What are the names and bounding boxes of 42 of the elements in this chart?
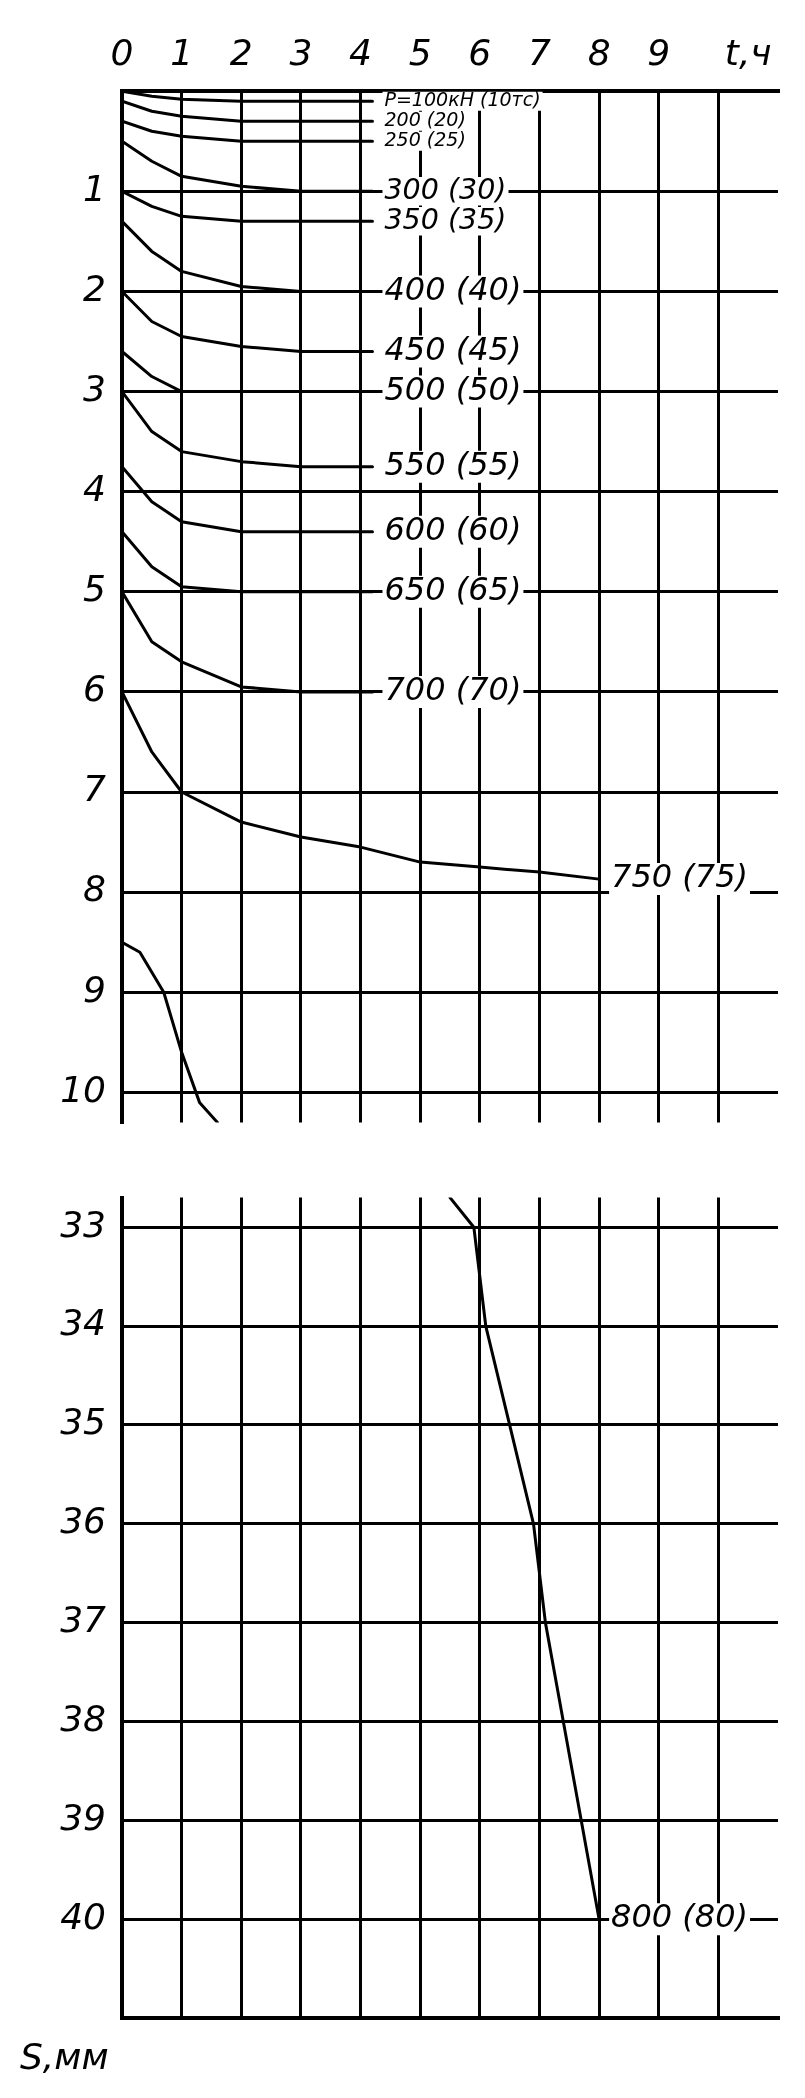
y-tick-label: 37 [60,1598,107,1640]
y-tick-label: 2 [83,267,106,309]
y-tick-label: 4 [83,468,106,510]
y-tick-label: 7 [83,768,107,810]
y-tick-label: 5 [83,568,106,610]
y-axis-title: S,мм [20,2036,109,2078]
series-label: 800 (80) [611,1897,749,1936]
series-label: 200 (20) [384,108,466,131]
y-tick-label: 36 [60,1500,106,1542]
y-tick-label: 33 [60,1203,106,1245]
y-tick-label: 6 [83,668,106,710]
x-axis-title: t,ч [724,31,772,73]
series-label: 500 (50) [384,369,522,408]
x-tick-label: 1 [170,31,194,73]
series-label: 450 (45) [384,329,522,368]
x-tick-label: 2 [229,31,253,73]
x-tick-label: 9 [647,31,671,73]
y-tick-label: 40 [60,1895,106,1937]
series-label: 600 (60) [384,510,522,549]
y-tick-label: 3 [83,367,106,409]
y-tick-label: 35 [60,1401,106,1443]
x-tick-label: 6 [468,31,492,73]
y-tick-label: 8 [83,868,106,910]
y-tick-label: 9 [83,968,106,1010]
x-tick-label: 7 [528,31,551,73]
series-label: 750 (75) [611,857,749,896]
series-label: 700 (70) [384,670,522,709]
x-tick-label: 3 [289,31,313,73]
x-tick-label: 8 [587,31,611,73]
series-label: 250 (25) [384,128,466,151]
x-tick-label: 5 [408,31,432,73]
y-tick-label: 34 [60,1302,106,1344]
series-label: 400 (40) [384,269,522,308]
x-tick-label: 0 [110,31,134,73]
y-tick-label: 39 [60,1796,106,1838]
series-label: P=100кН (10тс) [384,88,541,111]
series-label: 650 (65) [384,570,522,609]
y-tick-label: 1 [83,167,106,209]
y-tick-label: 10 [60,1068,106,1110]
x-tick-label: 4 [349,31,372,73]
series-label: 550 (55) [384,444,522,483]
y-tick-label: 38 [60,1697,106,1739]
